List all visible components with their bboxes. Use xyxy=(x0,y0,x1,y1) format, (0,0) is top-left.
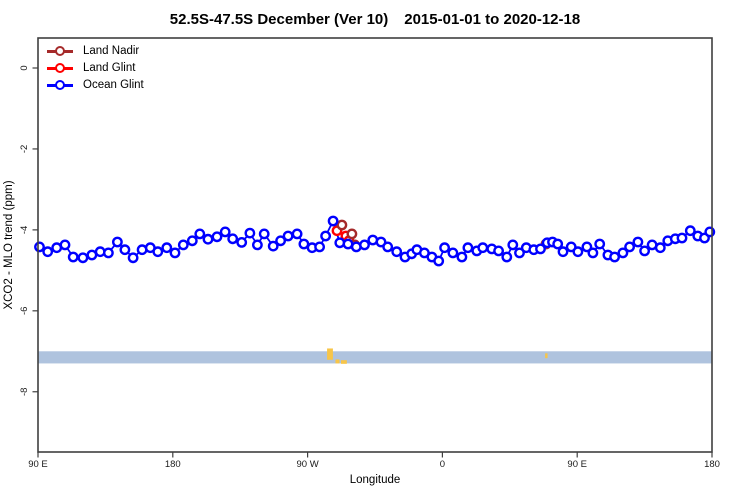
legend-label: Ocean Glint xyxy=(83,79,144,91)
legend-label: Land Glint xyxy=(83,62,136,74)
data-point-land-nadir xyxy=(346,228,358,240)
x-tick-label: 180 xyxy=(704,459,720,470)
data-point-ocean-glint xyxy=(439,242,450,254)
x-axis-title: Longitude xyxy=(349,474,401,486)
page-title: 52.5S-47.5S December (Ver 10) 2015-01-01 … xyxy=(0,11,750,28)
data-point-ocean-glint xyxy=(161,242,173,254)
data-point-ocean-glint xyxy=(112,236,123,248)
y-tick-label: -2 xyxy=(19,145,30,153)
data-point-ocean-glint xyxy=(77,252,89,264)
data-point-ocean-glint xyxy=(447,247,459,259)
data-point-ocean-glint xyxy=(152,246,164,258)
data-point-ocean-glint xyxy=(119,244,131,256)
data-point-ocean-glint xyxy=(202,233,214,245)
data-point-ocean-glint xyxy=(177,239,189,251)
data-point-ocean-glint xyxy=(514,247,525,259)
data-point-ocean-glint xyxy=(609,251,620,263)
x-tick-label: 90 E xyxy=(567,459,587,470)
x-tick-label: 180 xyxy=(165,459,181,470)
plot-border xyxy=(37,37,713,453)
data-point-ocean-glint xyxy=(433,255,445,267)
x-tick-label: 90 W xyxy=(297,459,319,470)
data-point-ocean-glint xyxy=(42,246,54,258)
data-point-land-nadir xyxy=(336,219,348,231)
legend: Land Nadir Land Glint Ocean Glint xyxy=(47,43,144,94)
data-point-ocean-glint xyxy=(291,228,303,240)
data-point-ocean-glint xyxy=(298,238,310,250)
data-point-ocean-glint xyxy=(34,241,45,253)
band-anomaly-mark xyxy=(335,359,340,364)
data-point-ocean-glint xyxy=(282,230,294,242)
data-point-ocean-glint xyxy=(258,228,270,240)
data-point-ocean-glint xyxy=(587,247,599,259)
band-anomaly-mark xyxy=(327,348,333,360)
y-tick-label: -8 xyxy=(19,388,30,396)
land-glint-marker-icon xyxy=(47,62,73,74)
data-point-ocean-glint xyxy=(462,242,474,254)
data-point-ocean-glint xyxy=(382,241,394,253)
y-tick-label: -4 xyxy=(19,226,30,234)
data-point-ocean-glint xyxy=(617,247,629,259)
data-point-ocean-glint xyxy=(236,236,248,248)
data-point-ocean-glint xyxy=(477,242,489,254)
data-point-ocean-glint xyxy=(251,239,263,251)
data-point-ocean-glint xyxy=(535,243,546,255)
highlight-band xyxy=(38,351,712,364)
band-anomaly-mark xyxy=(545,353,548,359)
data-point-ocean-glint xyxy=(359,239,370,251)
title-dates-text: 2015-01-01 to 2020-12-18 xyxy=(404,11,581,28)
y-tick-label: 0 xyxy=(19,65,30,70)
data-point-ocean-glint xyxy=(493,245,504,257)
legend-label: Land Nadir xyxy=(83,45,140,57)
y-tick-label: -6 xyxy=(19,307,30,315)
open-circle-icon xyxy=(55,62,65,73)
data-point-ocean-glint xyxy=(552,238,564,250)
data-point-ocean-glint xyxy=(67,251,79,263)
data-point-ocean-glint xyxy=(227,233,239,245)
data-point-ocean-glint xyxy=(572,246,584,258)
data-point-ocean-glint xyxy=(684,225,696,237)
data-point-ocean-glint xyxy=(624,241,635,253)
land-nadir-marker-icon xyxy=(47,45,73,57)
title-region-text: 52.5S-47.5S December (Ver 10) xyxy=(169,11,389,28)
data-point-ocean-glint xyxy=(639,245,650,257)
data-point-ocean-glint xyxy=(327,215,339,227)
band-anomaly-mark xyxy=(341,360,347,364)
data-point-ocean-glint xyxy=(557,246,569,258)
data-point-ocean-glint xyxy=(507,239,519,251)
data-point-ocean-glint xyxy=(194,228,206,240)
data-point-ocean-glint xyxy=(244,227,256,239)
legend-item-land-nadir: Land Nadir xyxy=(47,43,144,59)
data-point-ocean-glint xyxy=(169,247,181,259)
data-point-ocean-glint xyxy=(127,252,139,264)
data-point-ocean-glint xyxy=(320,230,331,242)
data-point-ocean-glint xyxy=(501,251,513,263)
data-point-ocean-glint xyxy=(186,235,198,247)
data-point-ocean-glint xyxy=(211,231,223,243)
data-point-ocean-glint xyxy=(391,246,403,258)
data-point-ocean-glint xyxy=(267,240,279,252)
legend-item-ocean-glint: Ocean Glint xyxy=(47,77,144,93)
data-point-ocean-glint xyxy=(314,241,325,253)
x-tick-label: 90 E xyxy=(28,459,48,470)
y-axis-title: XCO2 - MLO trend (ppm) xyxy=(3,180,15,310)
open-circle-icon xyxy=(55,45,65,56)
data-point-ocean-glint xyxy=(219,226,231,238)
open-circle-icon xyxy=(55,79,65,90)
data-point-ocean-glint xyxy=(676,232,688,244)
data-point-ocean-glint xyxy=(275,235,286,247)
data-point-ocean-glint xyxy=(632,236,644,248)
data-point-ocean-glint xyxy=(581,241,593,253)
data-point-ocean-glint xyxy=(654,242,666,254)
data-point-ocean-glint xyxy=(103,247,114,259)
ocean-glint-marker-icon xyxy=(47,79,73,91)
x-tick-label: 0 xyxy=(440,459,445,470)
legend-item-land-glint: Land Glint xyxy=(47,60,144,76)
data-point-ocean-glint xyxy=(594,238,606,250)
data-point-ocean-glint xyxy=(59,239,71,251)
data-point-ocean-glint xyxy=(456,251,468,263)
